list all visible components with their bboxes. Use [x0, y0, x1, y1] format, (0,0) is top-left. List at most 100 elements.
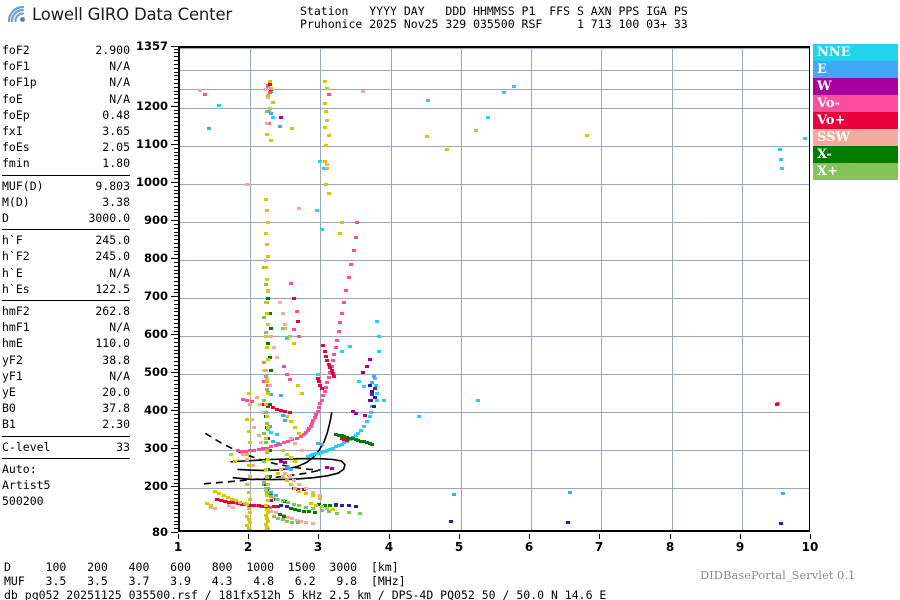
echo-point-e [451, 492, 456, 496]
echo-point-vo [267, 82, 272, 86]
stat-value: 110.0 [95, 336, 130, 351]
echo-point-y1 [265, 132, 270, 136]
echo-point-y1 [245, 483, 250, 487]
y-axis-minor-tick [174, 414, 178, 415]
echo-point-y1 [221, 494, 226, 498]
y-axis-minor-tick [174, 159, 178, 160]
legend-item-vo[interactable]: Vo- [813, 95, 898, 112]
echo-point-y1 [263, 369, 268, 373]
echo-point-vo [256, 504, 261, 508]
echo-point-x [272, 515, 277, 518]
echo-point-nne [359, 429, 364, 433]
echo-point-nne [318, 159, 323, 163]
y-axis-minor-tick [174, 140, 178, 141]
echo-point-y1 [263, 523, 268, 527]
echo-point-y1 [238, 500, 243, 504]
y-axis-minor-tick [174, 224, 178, 225]
echo-point-nne [271, 115, 276, 119]
y-axis-minor-tick [174, 72, 178, 73]
echo-point-w [301, 488, 306, 492]
echo-point-x [295, 521, 300, 525]
echo-point-vo [329, 369, 334, 373]
x-axis-label: 1 [173, 540, 183, 554]
echo-point-vo [245, 399, 250, 403]
x-axis-label: 3 [313, 540, 323, 554]
y-axis-minor-tick [174, 132, 178, 133]
echo-point-y1 [245, 418, 250, 422]
y-axis-minor-tick [174, 376, 178, 377]
ionogram-plot[interactable] [178, 46, 810, 532]
echo-point-nne [374, 391, 379, 395]
stat-value: 3.65 [102, 124, 130, 139]
echo-point-x [290, 520, 295, 524]
echo-point-vo [218, 499, 223, 503]
y-axis-label: 1000 [135, 175, 168, 189]
echo-point-ssw [255, 395, 260, 399]
legend-item-x[interactable]: X- [813, 146, 898, 163]
legend-item-ssw[interactable]: SSW [813, 129, 898, 146]
echo-point-vo [298, 434, 303, 438]
echo-point-ssw [293, 442, 298, 446]
echo-point-ssw [290, 517, 295, 521]
echo-point-vo [266, 84, 271, 88]
echo-point-vo [317, 406, 322, 410]
legend-item-nne[interactable]: NNE [813, 44, 898, 61]
y-axis-minor-tick [174, 68, 178, 69]
echo-point-vo [332, 353, 337, 357]
polarization-legend[interactable]: NNE E W Vo- Vo+ SSW X- X+ [813, 44, 898, 180]
echo-point-y2 [449, 520, 454, 524]
y-axis-minor-tick [174, 467, 178, 468]
echo-point-x [356, 438, 361, 442]
legend-item-x[interactable]: X+ [813, 163, 898, 180]
echo-point-x [262, 399, 267, 403]
echo-point-vo [260, 504, 265, 508]
echo-point-vo [336, 330, 341, 334]
y-axis-minor-tick [174, 251, 178, 252]
echo-point-y1 [263, 403, 268, 407]
echo-point-x [262, 459, 267, 463]
echo-point-y1 [284, 414, 289, 418]
echo-point-vo [342, 438, 347, 442]
echo-point-y1 [246, 429, 251, 433]
stat-value: N/A [109, 75, 130, 90]
echo-point-vo [283, 410, 288, 414]
legend-item-w[interactable]: W [813, 78, 898, 95]
stat-value: 2.05 [102, 140, 130, 155]
echo-point-ssw [267, 384, 272, 388]
echo-point-y1 [263, 503, 268, 507]
x-axis-tick [529, 534, 530, 539]
echo-point-x [319, 508, 324, 512]
footer-muf-line: MUF 3.5 3.5 3.7 3.9 4.3 4.8 6.2 9.8 [MHz… [4, 574, 406, 588]
echo-point-vo [214, 498, 219, 502]
legend-item-vo[interactable]: Vo+ [813, 112, 898, 129]
echo-point-y1 [265, 448, 270, 452]
echo-point-e [207, 127, 212, 131]
echo-point-nne [779, 167, 784, 171]
x-axis-tick [670, 534, 671, 539]
gridline-vertical [672, 48, 673, 530]
echo-point-ssw [213, 506, 218, 510]
echo-point-vo [248, 449, 253, 453]
echo-point-e [266, 486, 271, 490]
y-axis-minor-tick [174, 273, 178, 274]
echo-point-vo [202, 92, 207, 96]
echo-point-nne [331, 446, 336, 450]
echo-point-x [357, 511, 362, 515]
echo-point-x [263, 410, 268, 414]
legend-item-e[interactable]: E [813, 61, 898, 78]
y-axis-tick [171, 46, 178, 47]
y-axis-label: 200 [143, 479, 168, 494]
echo-point-ssw [277, 300, 282, 304]
y-axis-minor-tick [174, 410, 178, 411]
x-axis-label: 9 [735, 540, 745, 554]
echo-point-vo [291, 327, 296, 331]
stat-key: foF2 [2, 43, 30, 57]
echo-point-y1 [246, 507, 251, 511]
echo-point-y1 [325, 87, 330, 91]
gridline-horizontal [180, 48, 809, 49]
brand-header: Lowell GIRO Data Center [6, 4, 232, 24]
y-axis-minor-tick [174, 296, 178, 297]
echo-point-x [266, 467, 271, 471]
echo-point-y1 [266, 483, 271, 487]
echo-point-x [263, 483, 268, 487]
